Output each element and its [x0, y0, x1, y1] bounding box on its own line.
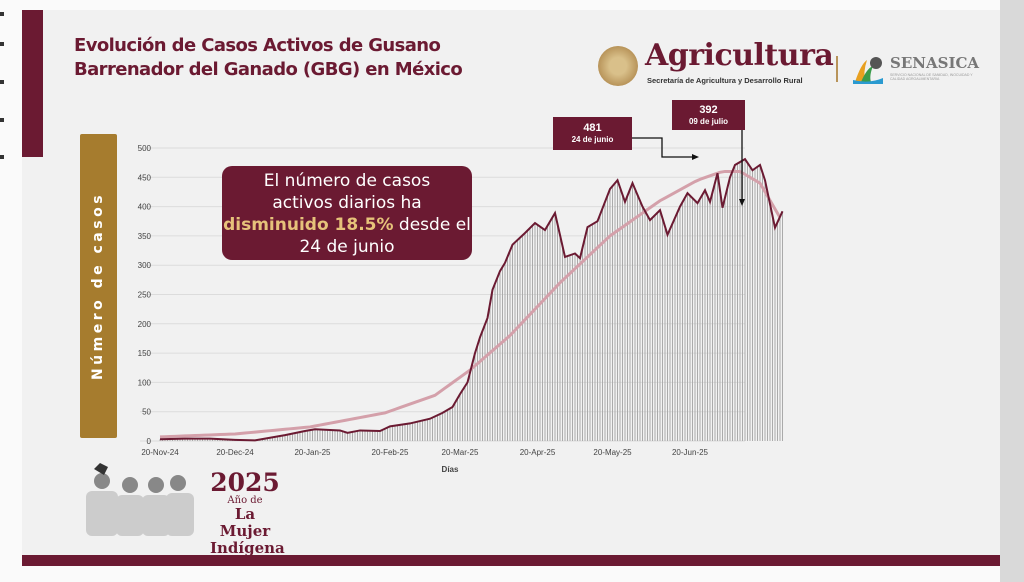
x-tick-label: 20-Nov-24 — [141, 448, 179, 457]
annotation-peak: 481 24 de junio — [553, 117, 632, 150]
window-edge — [1000, 0, 1024, 582]
logo-separator — [836, 56, 838, 82]
y-tick-label: 150 — [138, 349, 152, 358]
x-tick-label: 20-Mar-25 — [442, 448, 479, 457]
x-tick-label: 20-Feb-25 — [372, 448, 409, 457]
annotation-value: 481 — [583, 122, 602, 134]
edge-mark — [0, 42, 4, 46]
y-tick-label: 350 — [138, 232, 152, 241]
senasica-emblem-icon — [853, 57, 883, 84]
y-axis-label-box — [80, 134, 117, 438]
y-tick-label: 0 — [147, 437, 152, 446]
x-tick-label: 20-Apr-25 — [520, 448, 556, 457]
callout-line: El número de casos — [263, 171, 431, 191]
y-tick-label: 250 — [138, 291, 152, 300]
edge-mark — [0, 155, 4, 159]
arrowhead-icon — [692, 154, 699, 160]
annotation-arrow-481 — [632, 137, 694, 158]
footer-band — [22, 555, 1000, 566]
indigenous-women-illustration — [86, 463, 194, 536]
active-cases-line — [159, 157, 784, 442]
annotation-value: 392 — [699, 104, 718, 116]
senasica-logo: SENASICA — [890, 54, 980, 72]
y-tick-label: 200 — [138, 320, 152, 329]
year-subtitle: Indígena — [210, 539, 285, 557]
annotation-date: 24 de junio — [571, 135, 614, 144]
x-tick-label: 20-Dec-24 — [216, 448, 254, 457]
x-axis-label: Días — [442, 465, 459, 474]
y-tick-label: 400 — [138, 203, 152, 212]
y-tick-label: 300 — [138, 261, 152, 270]
y-tick-label: 50 — [142, 408, 151, 417]
callout-line: 24 de junio — [299, 237, 395, 257]
callout-line: activos diarios ha — [272, 193, 422, 213]
agricultura-subtitle: Secretaría de Agricultura y Desarrollo R… — [647, 76, 803, 85]
summary-callout: El número de casos activos diarios ha di… — [222, 166, 472, 260]
year-logo: 2025 Año de La Mujer Indígena — [210, 468, 285, 557]
edge-mark — [0, 80, 4, 84]
year-subtitle: Año de — [227, 495, 263, 506]
mexico-seal-logo — [598, 46, 638, 86]
callout-highlight: disminuido 18.5% — [223, 215, 394, 235]
slide-background — [22, 10, 1000, 566]
y-tick-label: 450 — [138, 173, 152, 182]
x-tick-label: 20-Jan-25 — [294, 448, 331, 457]
agricultura-logo: Agricultura — [645, 38, 834, 73]
y-tick-label: 500 — [138, 144, 152, 153]
annotation-date: 09 de julio — [688, 117, 729, 126]
edge-mark — [0, 118, 4, 122]
accent-bar — [22, 10, 43, 157]
edge-mark — [0, 12, 4, 16]
year-subtitle: La Mujer — [219, 505, 271, 540]
senasica-subtitle: SERVICIO NACIONAL DE SANIDAD, INOCUIDAD … — [890, 73, 973, 81]
y-tick-label: 100 — [138, 378, 152, 387]
x-tick-label: 20-May-25 — [593, 448, 632, 457]
slide-title: Evolución de Casos Activos de Gusano Bar… — [74, 35, 463, 80]
arrowhead-icon — [739, 199, 745, 206]
year-text: 2025 — [210, 468, 280, 497]
annotation-latest: 392 09 de julio — [672, 100, 745, 130]
callout-line: desde el — [393, 215, 471, 235]
x-tick-label: 20-Jun-25 — [672, 448, 709, 457]
